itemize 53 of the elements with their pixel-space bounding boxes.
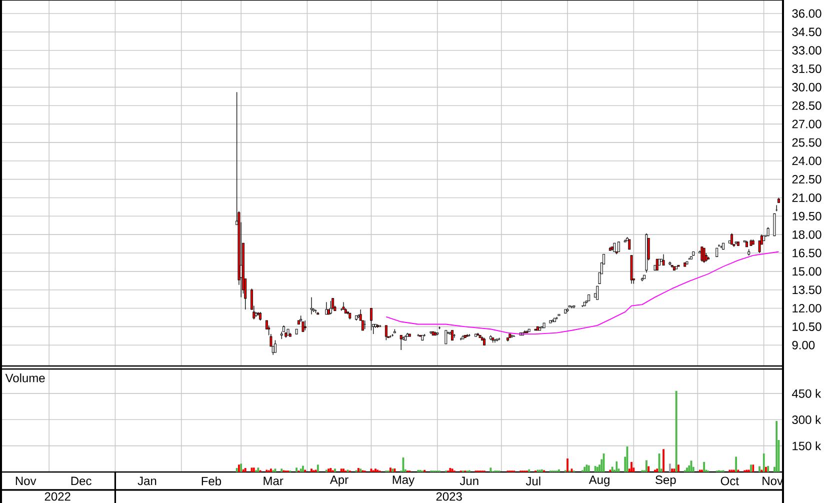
- y-tick-label: 12.00: [792, 304, 822, 313]
- candlestick: [274, 340, 276, 353]
- y-tick-label: 13.50: [792, 286, 822, 294]
- x-tick-label: Nov: [16, 476, 36, 486]
- chart-title: Volume: [5, 373, 45, 382]
- y-tick-label: 28.50: [792, 101, 822, 110]
- y-tick-label: 19.50: [792, 212, 822, 220]
- y-tick-label: 150 k: [792, 441, 822, 450]
- y-tick-label: 16.50: [792, 248, 822, 258]
- candlestick: [730, 233, 734, 245]
- candlestick: [370, 308, 372, 331]
- y-tick-label: 31.50: [792, 64, 822, 74]
- y-tick-label: 22.50: [792, 175, 822, 184]
- y-tick-label: 25.50: [792, 138, 822, 147]
- y-tick-label: 450 k: [792, 389, 822, 398]
- candlestick: [596, 286, 599, 300]
- y-tick-label: 30.00: [792, 82, 822, 92]
- x-tick-label: Dec: [71, 476, 92, 486]
- x-tick-label: Oct: [720, 476, 739, 486]
- candlestick: [702, 248, 706, 264]
- x-tick-label: Jul: [526, 476, 540, 486]
- y-tick-label: 27.00: [792, 120, 822, 128]
- x-tick-label: May: [392, 476, 415, 486]
- x-tick-label: Jan: [138, 476, 156, 486]
- candlestick: [617, 242, 620, 252]
- candlestick: [304, 320, 306, 331]
- y-tick-label: 15.00: [792, 267, 822, 276]
- x-tick-label: Nov: [762, 476, 783, 486]
- x-tick-label: Sep: [656, 476, 676, 486]
- candlestick: [700, 246, 704, 262]
- candlestick: [342, 302, 345, 310]
- y-tick-label: 10.50: [792, 322, 822, 331]
- x-tick-label: Aug: [588, 476, 610, 486]
- y-tick-label: 33.00: [792, 46, 822, 55]
- x-tick-label: Mar: [264, 476, 284, 486]
- candlestick: [628, 239, 631, 250]
- y-tick-label: 9.00: [792, 340, 815, 350]
- y-tick-label: 300 k: [792, 415, 822, 424]
- text: 2022: [44, 492, 70, 501]
- x-tick-label: Jun: [460, 476, 478, 486]
- x-tick-label: Feb: [202, 476, 222, 486]
- y-tick-label: 36.00: [792, 9, 822, 18]
- candlestick: [773, 213, 776, 236]
- candlestick: [400, 334, 402, 350]
- candlestick: [451, 330, 454, 341]
- y-tick-label: 24.00: [792, 156, 822, 166]
- y-tick-label: 34.50: [792, 28, 822, 36]
- x-tick-label: Apr: [330, 476, 348, 486]
- y-tick-label: 21.00: [792, 193, 822, 202]
- y-tick-label: 18.00: [792, 230, 822, 239]
- candlestick: [384, 325, 388, 341]
- candlestick: [444, 330, 448, 344]
- text: 2023: [436, 492, 462, 501]
